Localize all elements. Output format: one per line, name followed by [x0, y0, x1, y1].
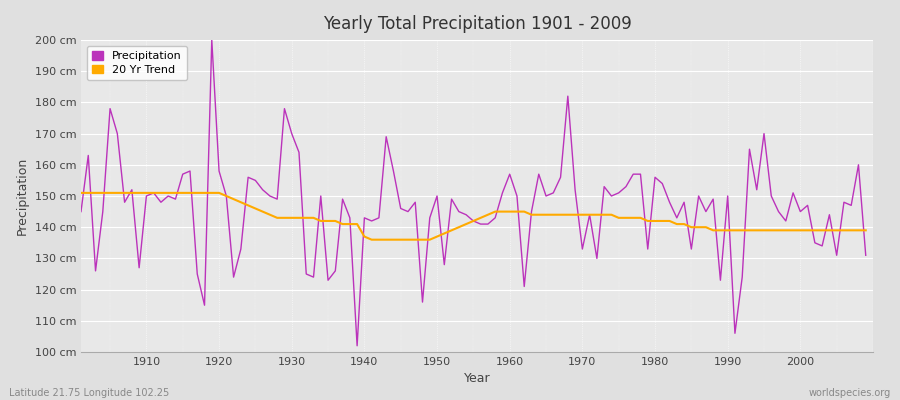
Y-axis label: Precipitation: Precipitation — [16, 157, 29, 235]
20 Yr Trend — [366, 237, 377, 242]
Precipitation — [134, 265, 145, 270]
Line: Precipitation: Precipitation — [81, 40, 866, 346]
Precipitation — [518, 284, 529, 289]
20 Yr Trend — [338, 222, 348, 226]
Precipitation — [352, 343, 363, 348]
Precipitation — [511, 194, 522, 198]
Precipitation — [606, 194, 616, 198]
Title: Yearly Total Precipitation 1901 - 2009: Yearly Total Precipitation 1901 - 2009 — [322, 15, 632, 33]
Legend: Precipitation, 20 Yr Trend: Precipitation, 20 Yr Trend — [86, 46, 187, 80]
Line: 20 Yr Trend: 20 Yr Trend — [81, 193, 866, 240]
20 Yr Trend — [504, 209, 515, 214]
Precipitation — [345, 216, 356, 220]
Precipitation — [76, 209, 86, 214]
20 Yr Trend — [293, 216, 304, 220]
X-axis label: Year: Year — [464, 372, 490, 386]
Text: Latitude 21.75 Longitude 102.25: Latitude 21.75 Longitude 102.25 — [9, 388, 169, 398]
20 Yr Trend — [860, 228, 871, 233]
20 Yr Trend — [598, 212, 609, 217]
20 Yr Trend — [134, 190, 145, 195]
Precipitation — [301, 272, 311, 276]
Precipitation — [206, 38, 217, 42]
Text: worldspecies.org: worldspecies.org — [809, 388, 891, 398]
20 Yr Trend — [76, 190, 86, 195]
Precipitation — [860, 253, 871, 258]
20 Yr Trend — [511, 209, 522, 214]
